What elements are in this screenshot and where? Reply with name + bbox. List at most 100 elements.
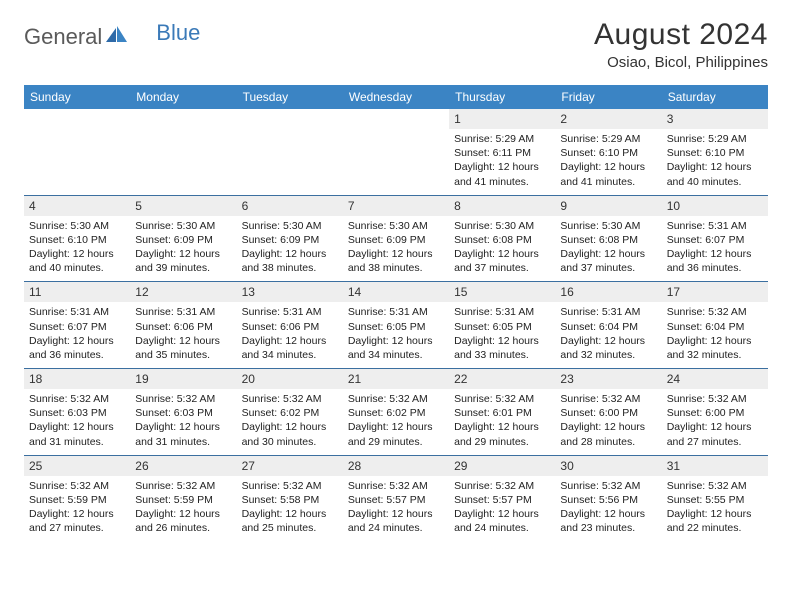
day-cell: 20 Sunrise: 5:32 AMSunset: 6:02 PMDayligh… [237,369,343,456]
day-cell: 8Sunrise: 5:30 AMSunset: 6:08 PMDaylight… [449,195,555,282]
day-details: Sunrise: 5:32 AMSunset: 5:58 PMDaylight:… [241,479,339,536]
day-number [343,109,449,129]
day-cell: 12Sunrise: 5:31 AMSunset: 6:06 PMDayligh… [130,282,236,369]
day-cell: 30 Sunrise: 5:32 AMSunset: 5:56 PMDayligh… [555,455,661,541]
day-details: Sunrise: 5:32 AMSunset: 6:03 PMDaylight:… [28,392,126,449]
day-number: 18 [24,369,130,389]
day-cell: 6Sunrise: 5:30 AMSunset: 6:09 PMDaylight… [237,195,343,282]
day-cell [343,109,449,195]
calendar-table: SundayMondayTuesdayWednesdayThursdayFrid… [24,85,768,541]
day-cell: 27 Sunrise: 5:32 AMSunset: 5:58 PMDayligh… [237,455,343,541]
day-cell: 13Sunrise: 5:31 AMSunset: 6:06 PMDayligh… [237,282,343,369]
day-details: Sunrise: 5:32 AMSunset: 5:55 PMDaylight:… [666,479,764,536]
day-cell: 24Sunrise: 5:32 AMSunset: 6:00 PMDayligh… [662,369,768,456]
header: General Blue August 2024 Osiao, Bicol, P… [24,18,768,71]
day-details: Sunrise: 5:32 AMSunset: 6:04 PMDaylight:… [666,305,764,362]
day-details: Sunrise: 5:32 AMSunset: 5:57 PMDaylight:… [347,479,445,536]
day-cell: 25Sunrise: 5:32 AMSunset: 5:59 PMDayligh… [24,455,130,541]
day-details: Sunrise: 5:32 AMSunset: 5:56 PMDaylight:… [559,479,657,536]
day-number: 5 [130,196,236,216]
day-details: Sunrise: 5:31 AMSunset: 6:05 PMDaylight:… [453,305,551,362]
day-number: 22 [449,369,555,389]
day-cell: 10Sunrise: 5:31 AMSunset: 6:07 PMDayligh… [662,195,768,282]
day-cell: 2 Sunrise: 5:29 AMSunset: 6:10 PMDaylight… [555,109,661,195]
day-cell: 9Sunrise: 5:30 AMSunset: 6:08 PMDaylight… [555,195,661,282]
day-details: Sunrise: 5:32 AMSunset: 5:57 PMDaylight:… [453,479,551,536]
day-header-row: SundayMondayTuesdayWednesdayThursdayFrid… [24,85,768,109]
day-number: 23 [555,369,661,389]
day-number: 7 [343,196,449,216]
day-header: Monday [130,85,236,109]
day-details: Sunrise: 5:32 AMSunset: 6:01 PMDaylight:… [453,392,551,449]
day-details: Sunrise: 5:32 AMSunset: 6:00 PMDaylight:… [559,392,657,449]
day-header: Sunday [24,85,130,109]
day-details: Sunrise: 5:30 AMSunset: 6:09 PMDaylight:… [347,219,445,276]
day-cell: 29 Sunrise: 5:32 AMSunset: 5:57 PMDayligh… [449,455,555,541]
day-details: Sunrise: 5:30 AMSunset: 6:09 PMDaylight:… [134,219,232,276]
week-row: 25Sunrise: 5:32 AMSunset: 5:59 PMDayligh… [24,455,768,541]
day-details: Sunrise: 5:29 AMSunset: 6:11 PMDaylight:… [453,132,551,189]
day-cell: 11 Sunrise: 5:31 AMSunset: 6:07 PMDayligh… [24,282,130,369]
day-number [24,109,130,129]
day-number: 29 [449,456,555,476]
day-cell: 18 Sunrise: 5:32 AMSunset: 6:03 PMDayligh… [24,369,130,456]
day-cell: 3 Sunrise: 5:29 AMSunset: 6:10 PMDaylight… [662,109,768,195]
day-number: 9 [555,196,661,216]
day-number: 13 [237,282,343,302]
day-number: 27 [237,456,343,476]
logo: General Blue [24,18,200,50]
day-details: Sunrise: 5:31 AMSunset: 6:06 PMDaylight:… [134,305,232,362]
day-number: 28 [343,456,449,476]
day-cell [24,109,130,195]
day-number: 30 [555,456,661,476]
day-cell: 21 Sunrise: 5:32 AMSunset: 6:02 PMDayligh… [343,369,449,456]
day-cell: 23 Sunrise: 5:32 AMSunset: 6:00 PMDayligh… [555,369,661,456]
day-number [237,109,343,129]
day-details: Sunrise: 5:31 AMSunset: 6:07 PMDaylight:… [28,305,126,362]
title-block: August 2024 Osiao, Bicol, Philippines [594,18,768,71]
day-number: 10 [662,196,768,216]
day-cell: 1 Sunrise: 5:29 AMSunset: 6:11 PMDaylight… [449,109,555,195]
logo-text-blue: Blue [156,20,200,46]
day-details: Sunrise: 5:31 AMSunset: 6:04 PMDaylight:… [559,305,657,362]
day-cell: 31 Sunrise: 5:32 AMSunset: 5:55 PMDayligh… [662,455,768,541]
day-cell: 16 Sunrise: 5:31 AMSunset: 6:04 PMDayligh… [555,282,661,369]
day-details: Sunrise: 5:31 AMSunset: 6:05 PMDaylight:… [347,305,445,362]
day-number: 2 [555,109,661,129]
day-number: 16 [555,282,661,302]
day-header: Saturday [662,85,768,109]
day-details: Sunrise: 5:29 AMSunset: 6:10 PMDaylight:… [666,132,764,189]
day-number: 21 [343,369,449,389]
week-row: 11 Sunrise: 5:31 AMSunset: 6:07 PMDayligh… [24,282,768,369]
day-details: Sunrise: 5:30 AMSunset: 6:10 PMDaylight:… [28,219,126,276]
day-number: 31 [662,456,768,476]
day-number: 20 [237,369,343,389]
logo-text-general: General [24,24,102,50]
day-cell [130,109,236,195]
day-number: 1 [449,109,555,129]
week-row: 4 Sunrise: 5:30 AMSunset: 6:10 PMDaylight… [24,195,768,282]
day-number: 4 [24,196,130,216]
day-number: 11 [24,282,130,302]
day-number: 8 [449,196,555,216]
day-cell: 28 Sunrise: 5:32 AMSunset: 5:57 PMDayligh… [343,455,449,541]
day-header: Tuesday [237,85,343,109]
week-row: 1 Sunrise: 5:29 AMSunset: 6:11 PMDaylight… [24,109,768,195]
day-details: Sunrise: 5:32 AMSunset: 6:02 PMDaylight:… [241,392,339,449]
day-details: Sunrise: 5:30 AMSunset: 6:09 PMDaylight:… [241,219,339,276]
day-details: Sunrise: 5:29 AMSunset: 6:10 PMDaylight:… [559,132,657,189]
day-details: Sunrise: 5:32 AMSunset: 6:02 PMDaylight:… [347,392,445,449]
day-number: 26 [130,456,236,476]
day-cell [237,109,343,195]
day-cell: 17Sunrise: 5:32 AMSunset: 6:04 PMDayligh… [662,282,768,369]
day-number: 19 [130,369,236,389]
day-header: Thursday [449,85,555,109]
day-details: Sunrise: 5:32 AMSunset: 5:59 PMDaylight:… [134,479,232,536]
day-header: Wednesday [343,85,449,109]
day-cell: 7 Sunrise: 5:30 AMSunset: 6:09 PMDaylight… [343,195,449,282]
week-row: 18 Sunrise: 5:32 AMSunset: 6:03 PMDayligh… [24,369,768,456]
month-title: August 2024 [594,18,768,52]
day-number: 3 [662,109,768,129]
day-header: Friday [555,85,661,109]
day-number: 15 [449,282,555,302]
